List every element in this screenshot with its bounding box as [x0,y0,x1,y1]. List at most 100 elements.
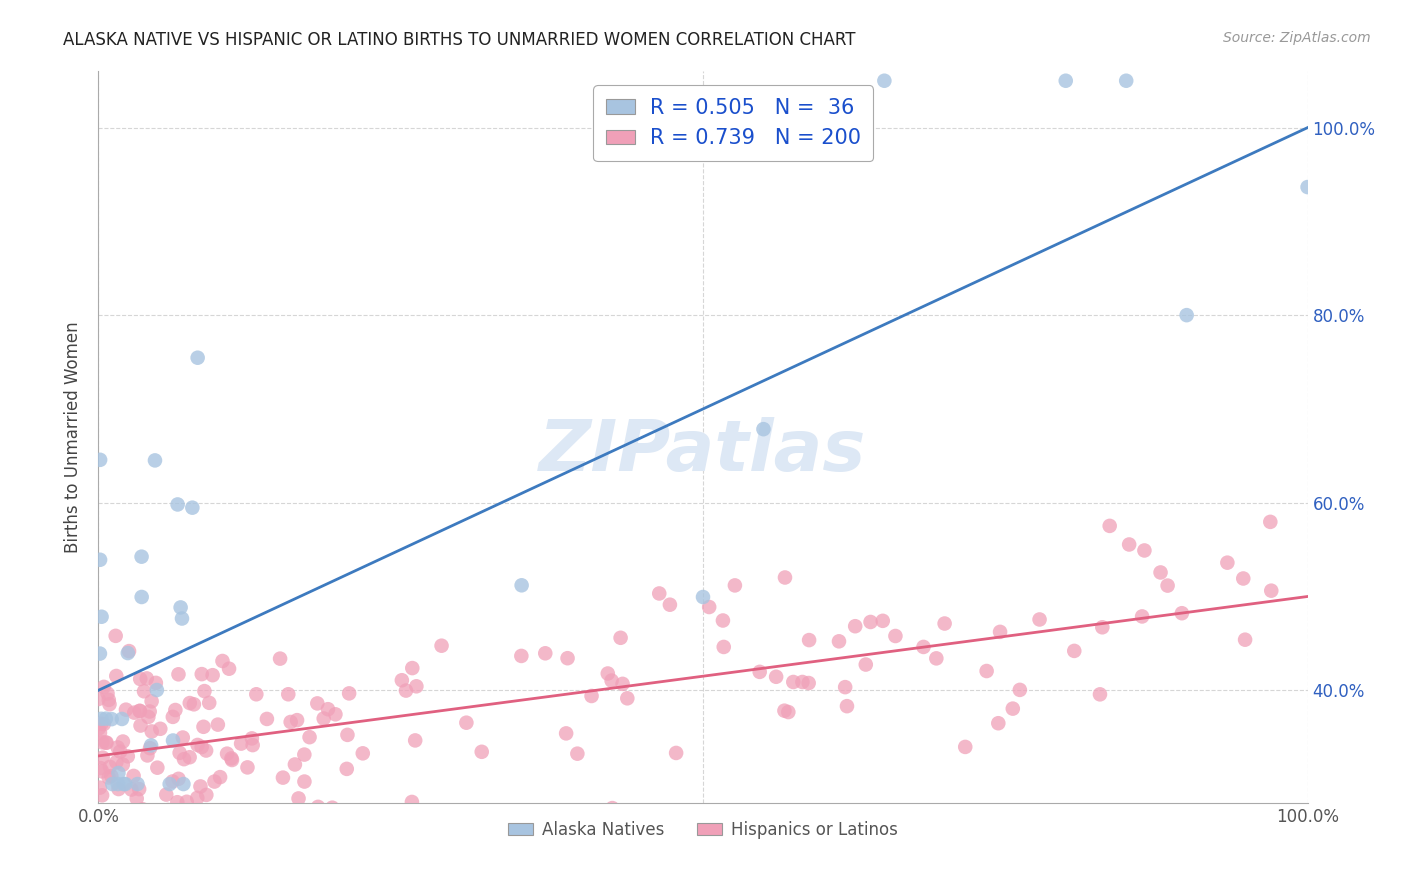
Point [229,737,252,751]
Point [872,614,894,628]
Text: ALASKA NATIVE VS HISPANIC OR LATINO BIRTHS TO UNMARRIED WOMEN CORRELATION CHART: ALASKA NATIVE VS HISPANIC OR LATINO BIRT… [63,31,856,49]
Point [271,771,294,785]
Point [609,631,631,645]
Point [401,661,423,675]
Point [596,666,619,681]
Point [782,675,804,690]
Point [153,805,176,820]
Point [280,714,302,729]
Point [612,677,634,691]
Point [648,586,671,600]
Point [181,500,204,515]
Point [90,609,112,624]
Point [93,717,115,731]
Point [955,739,977,754]
Point [1115,74,1137,88]
Point [190,667,212,681]
Point [616,691,638,706]
Point [155,788,177,802]
Point [242,738,264,752]
Point [169,746,191,760]
Point [141,724,163,739]
Point [111,757,134,772]
Point [128,782,150,797]
Point [89,452,111,467]
Point [162,710,184,724]
Point [534,646,557,660]
Point [307,800,329,814]
Point [284,757,307,772]
Point [567,747,589,761]
Text: ZIPatlas: ZIPatlas [540,417,866,486]
Point [112,777,135,791]
Point [207,805,229,820]
Point [136,710,159,724]
Point [1054,74,1077,88]
Point [91,805,114,820]
Point [287,791,309,805]
Point [162,774,184,789]
Point [724,578,747,592]
Point [207,805,229,820]
Point [1216,556,1239,570]
Point [172,731,194,745]
Point [510,578,533,592]
Point [120,805,142,820]
Point [285,713,308,727]
Point [146,683,169,698]
Point [90,716,112,731]
Point [316,702,339,716]
Point [128,704,150,718]
Point [159,805,181,820]
Point [1028,612,1050,626]
Point [555,726,578,740]
Point [713,640,735,654]
Point [1171,606,1194,620]
Point [1130,609,1153,624]
Point [773,704,796,718]
Point [89,805,111,820]
Point [111,712,134,726]
Point [139,739,162,753]
Point [100,769,122,783]
Point [157,803,180,817]
Point [179,696,201,710]
Point [602,801,624,815]
Point [139,741,162,756]
Point [105,755,128,769]
Point [456,715,478,730]
Point [236,760,259,774]
Point [110,805,132,820]
Point [129,718,152,732]
Point [187,351,209,365]
Point [1260,583,1282,598]
Point [131,549,153,564]
Point [1156,578,1178,592]
Point [778,705,800,719]
Point [91,805,114,820]
Point [179,750,201,764]
Point [105,805,128,820]
Point [273,805,295,820]
Point [136,748,159,763]
Point [884,629,907,643]
Point [145,676,167,690]
Point [198,696,221,710]
Point [183,804,205,818]
Point [132,684,155,698]
Point [100,712,122,726]
Point [1088,687,1111,701]
Point [218,662,240,676]
Point [1063,644,1085,658]
Point [1175,308,1198,322]
Point [510,648,533,663]
Point [925,651,948,665]
Point [391,673,413,688]
Point [97,693,120,707]
Point [107,777,129,791]
Point [107,782,129,797]
Point [294,774,316,789]
Point [336,728,359,742]
Point [337,686,360,700]
Point [217,747,239,761]
